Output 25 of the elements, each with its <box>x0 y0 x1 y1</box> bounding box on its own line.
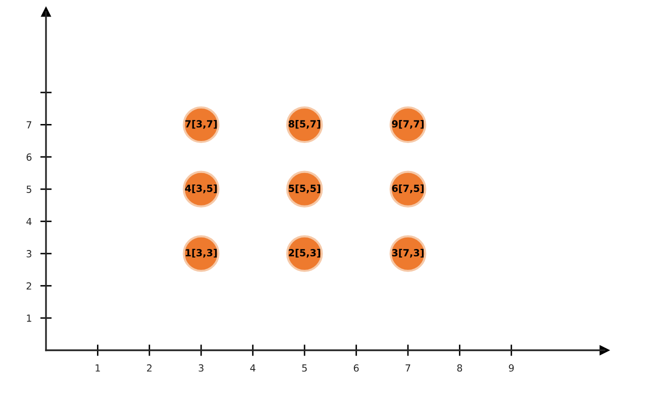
x-tick-label: 1 <box>96 364 100 372</box>
y-tick-label: 3 <box>26 250 32 258</box>
y-tick-label: 1 <box>26 314 32 322</box>
y-tick-label: 7 <box>26 121 32 128</box>
annotation: 6[7,5] <box>392 184 424 194</box>
annotation: 9[7,7] <box>392 120 424 129</box>
y-tick-label: 5 <box>26 186 32 193</box>
x-tick-label: 9 <box>508 364 514 372</box>
annotation: 1[3,3] <box>186 248 217 258</box>
y-tick-label: 4 <box>26 218 32 226</box>
y-tick-label: 6 <box>26 153 32 161</box>
x-tick-label: 3 <box>198 364 204 372</box>
x-tick-label: 2 <box>147 364 152 372</box>
annotation: 4[3,5] <box>185 184 217 194</box>
x-tick-label: 7 <box>406 364 410 372</box>
x-tick-label: 4 <box>250 364 256 372</box>
x-tick-label: 8 <box>457 364 462 372</box>
annotation: 5[5,5] <box>288 184 320 194</box>
annotation: 8[5,7] <box>288 120 320 129</box>
annotation: 3[7,3] <box>392 248 424 258</box>
x-tick-label: 6 <box>354 364 359 372</box>
annotation: 7[3,7] <box>185 120 217 129</box>
x-tick-label: 5 <box>302 364 307 372</box>
annotation: 2[5,3] <box>288 248 320 258</box>
y-tick-label: 2 <box>26 282 32 290</box>
